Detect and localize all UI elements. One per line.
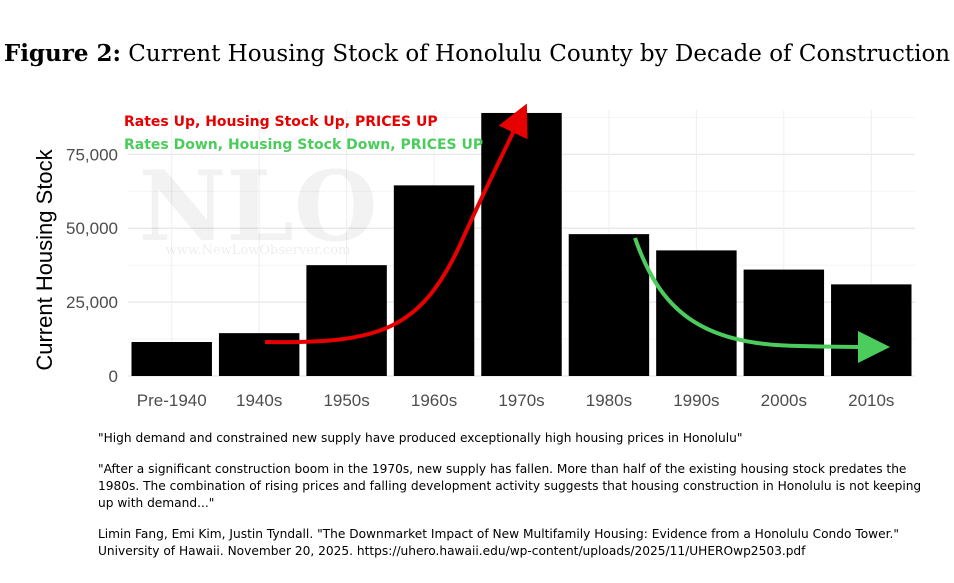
y-axis-ticks: 0 25,000 50,000 75,000: [66, 145, 118, 386]
bar-1960s: [393, 185, 475, 376]
y-tick-label: 0: [109, 367, 118, 386]
bar-2010s: [831, 284, 912, 376]
bar-1970s: [481, 112, 562, 376]
bar-1940s: [218, 333, 300, 376]
bar-1980s: [568, 234, 650, 376]
watermark-logo: NLO: [139, 150, 378, 263]
x-tick-label: 2000s: [761, 391, 807, 410]
y-tick-label: 50,000: [66, 219, 118, 238]
annotation-rates-down: Rates Down, Housing Stock Down, PRICES U…: [124, 137, 483, 153]
annotation-rates-up: Rates Up, Housing Stock Up, PRICES UP: [124, 114, 438, 130]
citation: Limin Fang, Emi Kim, Justin Tyndall. "Th…: [98, 527, 900, 558]
bar-pre-1940: [131, 342, 212, 376]
watermark-subtext: www.NewLowObserver.com: [166, 243, 351, 258]
figure-title: Figure 2: Current Housing Stock of Honol…: [0, 40, 954, 67]
x-tick-label: 1950s: [323, 391, 369, 410]
x-tick-label: 1970s: [498, 391, 544, 410]
y-axis-label: Current Housing Stock: [32, 148, 57, 370]
figure-title-text: Current Housing Stock of Honolulu County…: [128, 41, 951, 67]
x-tick-label: 1990s: [673, 391, 719, 410]
figure-label: Figure 2:: [3, 40, 121, 67]
quote-1: "High demand and constrained new supply …: [98, 431, 743, 445]
y-tick-label: 75,000: [66, 145, 118, 164]
bar-1950s: [306, 265, 387, 376]
quote-2: "After a significant construction boom i…: [98, 462, 922, 510]
green-down-arrow: [633, 237, 890, 363]
quotes-block: "High demand and constrained new supply …: [98, 430, 938, 574]
x-tick-label: 2010s: [848, 391, 894, 410]
x-tick-label: 1960s: [411, 391, 457, 410]
bar-1990s: [656, 250, 737, 376]
bar-2000s: [743, 269, 825, 376]
y-tick-label: 25,000: [66, 293, 118, 312]
x-tick-label: Pre-1940: [137, 391, 207, 410]
red-up-arrow: [264, 103, 528, 345]
bars: [131, 112, 912, 376]
x-tick-label: 1980s: [586, 391, 632, 410]
x-tick-label: 1940s: [236, 391, 282, 410]
x-axis-ticks: Pre-1940 1940s 1950s 1960s 1970s 1980s 1990s 20…: [137, 391, 895, 410]
